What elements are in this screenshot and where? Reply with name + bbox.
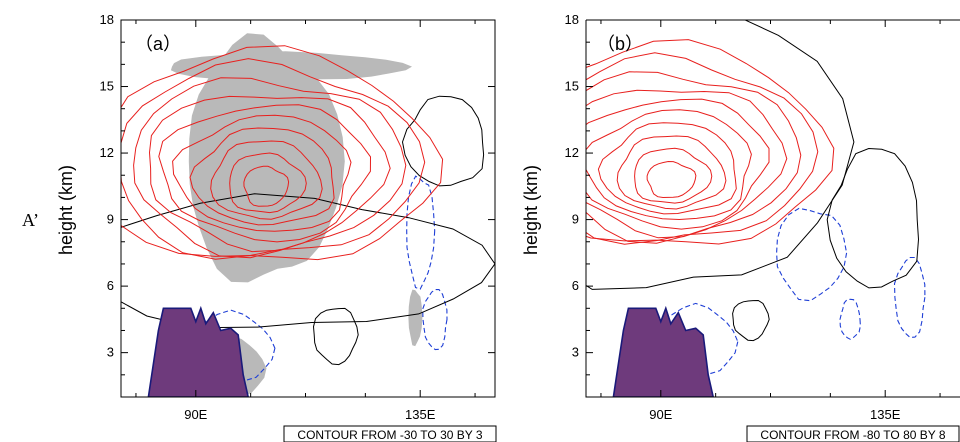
terrain-plateau xyxy=(612,305,715,397)
x-tick-label: 135E xyxy=(870,407,901,422)
zero-contour xyxy=(826,147,920,289)
x-tick-label: 90E xyxy=(649,407,672,422)
ticks-b: 3 6 9 12 15 18 90E 135E xyxy=(565,12,941,422)
y-tick-label: 3 xyxy=(572,345,579,360)
panel-a: 3 6 9 12 15 18 90E 135E （a） height (km) CONTOUR… xyxy=(56,12,497,442)
positive-contour xyxy=(243,165,290,207)
y-tick-label: 12 xyxy=(565,145,579,160)
gray-shading-region xyxy=(408,289,423,347)
positive-contour xyxy=(133,77,407,259)
negative-contour xyxy=(776,207,848,302)
negative-contour xyxy=(839,298,861,340)
ticks-a: 3 6 9 12 15 18 90E 135E xyxy=(100,12,495,422)
x-tick-label: 90E xyxy=(184,407,207,422)
positive-contour xyxy=(586,109,752,221)
positive-contour xyxy=(634,147,713,204)
positive-contour xyxy=(121,58,426,260)
panel-label-a: （a） xyxy=(135,34,181,54)
positive-contour xyxy=(586,89,788,239)
y-tick-label: 3 xyxy=(107,345,114,360)
positive-contour xyxy=(616,135,727,210)
terrain-plateau xyxy=(147,305,250,397)
x-tick-label: 135E xyxy=(405,407,436,422)
y-tick-label: 15 xyxy=(100,79,114,94)
y-tick-label: 6 xyxy=(572,278,579,293)
positive-contours-b xyxy=(586,39,835,245)
positive-contour xyxy=(586,98,770,230)
axes-frame-a xyxy=(120,19,496,398)
negative-contour xyxy=(893,256,926,339)
ylabel-b: height (km) xyxy=(521,165,541,255)
y-tick-label: 15 xyxy=(565,79,579,94)
y-tick-label: 18 xyxy=(100,12,114,27)
terrain-a xyxy=(147,305,250,397)
zero-contour xyxy=(732,299,770,342)
y-tick-label: 9 xyxy=(572,212,579,227)
figure-label: A’ xyxy=(22,210,39,230)
positive-contour xyxy=(229,152,307,214)
contour-info-box-a xyxy=(283,425,497,442)
panel-label-b: （b） xyxy=(597,34,643,54)
contour-info-a: CONTOUR FROM -30 TO 30 BY 3 xyxy=(297,428,482,442)
y-tick-label: 6 xyxy=(107,278,114,293)
gray-shading-region xyxy=(188,33,345,283)
negative-contour xyxy=(406,175,436,290)
zero-contour xyxy=(312,307,359,366)
positive-contour xyxy=(586,52,819,245)
positive-contours-a xyxy=(121,45,444,261)
positive-contour xyxy=(646,160,697,199)
positive-contour xyxy=(597,122,737,215)
plot-area-b xyxy=(586,20,926,397)
gray-shading-region xyxy=(170,51,412,80)
ylabel-a: height (km) xyxy=(56,165,76,255)
positive-contour xyxy=(121,45,444,261)
positive-contour xyxy=(189,127,335,226)
y-tick-label: 12 xyxy=(100,145,114,160)
zero-contour xyxy=(401,95,485,187)
contour-info-box-b xyxy=(746,425,960,442)
zero-contours-b xyxy=(586,20,920,342)
positive-contour xyxy=(210,140,323,220)
y-tick-label: 18 xyxy=(565,12,579,27)
zero-contour xyxy=(586,20,855,290)
positive-contour xyxy=(158,104,372,243)
terrain-b xyxy=(612,305,715,397)
negative-contour xyxy=(422,289,448,351)
panel-b: 3 6 9 12 15 18 90E 135E （b） height (km) CONTOUR… xyxy=(521,12,960,442)
plot-area-a xyxy=(121,33,495,397)
positive-contour xyxy=(586,39,835,245)
contour-info-b: CONTOUR FROM -80 TO 80 BY 8 xyxy=(760,428,945,442)
positive-contour xyxy=(172,114,352,232)
positive-contour xyxy=(586,71,802,244)
positive-contour xyxy=(148,95,391,253)
y-tick-label: 9 xyxy=(107,212,114,227)
